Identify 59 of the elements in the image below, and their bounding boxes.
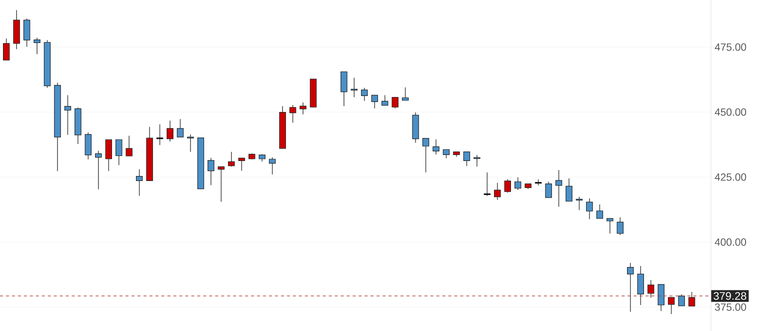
candlestick [381,94,388,106]
candlestick [34,37,40,54]
candlestick [514,176,522,190]
candlestick [23,18,30,48]
candlestick [474,154,480,168]
candlestick [13,10,20,50]
candlestick [616,216,624,236]
candlestick [371,94,378,109]
candlestick [300,102,306,115]
ref-line-label: 379.28 [714,292,746,300]
candlestick [596,204,604,219]
candlestick [647,280,654,298]
candlestick [432,138,440,155]
candlestick [606,218,614,234]
candlestick [126,135,132,156]
candlestick [412,112,419,144]
candlestick [668,297,675,314]
candlestick [566,178,572,202]
candlestick [392,96,398,109]
candlestick [166,120,174,142]
y-tick-label: 475.00 [714,43,746,51]
candlestick [627,262,634,312]
candlestick [688,292,696,306]
candlestick [228,151,235,168]
candlestick [586,198,593,220]
candlestick [422,138,430,173]
candlestick [484,172,491,196]
candlestick [156,124,164,146]
candlestick [64,94,72,136]
y-tick-label: 400.00 [714,238,746,246]
candlestick [637,266,644,306]
y-tick-label: 375.00 [714,303,746,311]
candlestick [289,104,296,124]
candlestick [494,182,501,200]
candlestick [504,178,511,194]
candlestick [218,166,225,202]
candlestick [84,132,92,160]
candlestick [2,38,10,60]
candlestick [187,134,194,152]
candlestick [116,139,122,166]
candlestick [576,196,583,210]
y-tick-label: 425.00 [714,173,746,181]
candlestick [545,181,552,198]
candlestick [658,284,664,312]
candlestick [340,71,348,106]
candlestick [361,87,368,102]
candlestick [105,139,112,172]
candlestick [136,168,143,196]
candlestick [678,294,685,306]
candlestick [95,150,102,190]
candlestick [238,158,246,172]
candlestick [555,170,562,208]
candlestick [208,157,214,186]
candlestick [350,77,358,98]
candlestick [402,86,409,101]
candlestick [463,151,470,167]
candlestick [268,156,276,175]
candlestick [176,118,184,138]
y-tick-label: 450.00 [714,108,746,116]
